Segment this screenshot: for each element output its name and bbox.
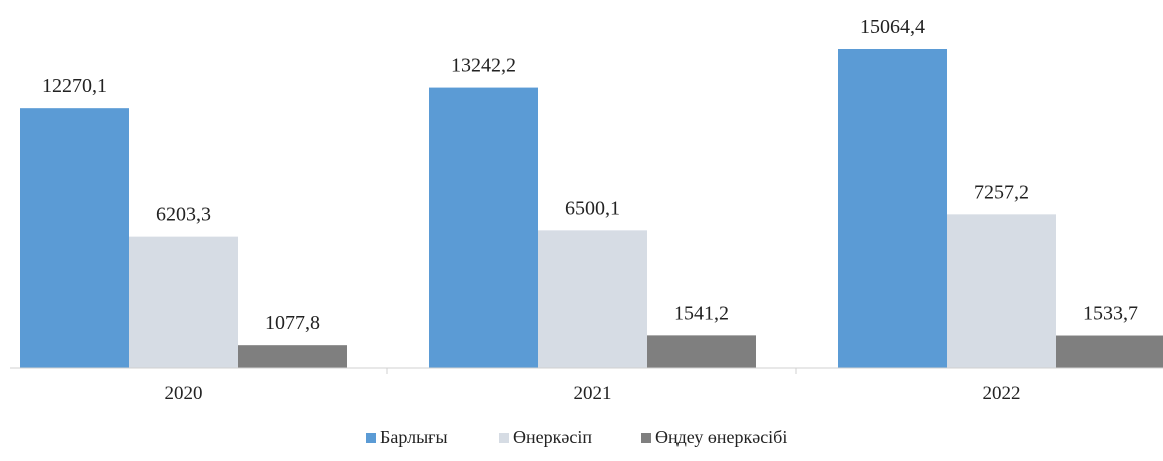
data-label-2021-series-2: 1541,2 (674, 302, 729, 324)
data-label-2020-series-2: 1077,8 (265, 312, 320, 334)
bar-2022-series-2 (1056, 335, 1163, 368)
legend-label-2: Өңдеу өнеркәсібі (655, 427, 787, 447)
legend: Барлығы Өнеркәсіп Өңдеу өнеркәсібі (366, 427, 787, 447)
legend-label-0: Барлығы (380, 427, 448, 447)
data-label-2022-series-2: 1533,7 (1083, 303, 1138, 325)
x-tick-label-2022: 2022 (983, 383, 1021, 404)
data-label-2021-series-1: 6500,1 (565, 197, 620, 219)
data-label-2020-series-0: 12270,1 (42, 75, 107, 97)
data-label-2021-series-0: 13242,2 (451, 55, 516, 77)
data-label-2022-series-0: 15064,4 (860, 16, 925, 38)
value-labels-group: 12270,1 6203,3 1077,8 13242,2 6500,1 1541,2 15… (42, 16, 1138, 334)
legend-swatch-1 (499, 433, 509, 443)
x-axis-tick-labels-group: 2020 2021 2022 (165, 383, 1021, 404)
bar-2020-series-1 (129, 236, 238, 368)
bar-2022-series-1 (947, 214, 1056, 368)
bar-2021-series-0 (429, 87, 538, 368)
data-label-2022-series-1: 7257,2 (974, 181, 1029, 203)
bars-group (20, 49, 1163, 369)
legend-swatch-2 (641, 433, 651, 443)
legend-label-1: Өнеркәсіп (513, 427, 592, 447)
legend-swatch-0 (366, 433, 376, 443)
x-axis-ticks-group (386, 368, 797, 374)
bar-2020-series-2 (238, 345, 347, 368)
x-tick-label-2021: 2021 (574, 383, 612, 404)
bar-2020-series-0 (20, 108, 129, 369)
bar-2022-series-0 (838, 49, 947, 368)
bar-2021-series-1 (538, 230, 647, 368)
bar-2021-series-2 (647, 335, 756, 368)
data-label-2020-series-1: 6203,3 (156, 204, 211, 226)
x-tick-label-2020: 2020 (165, 383, 203, 404)
